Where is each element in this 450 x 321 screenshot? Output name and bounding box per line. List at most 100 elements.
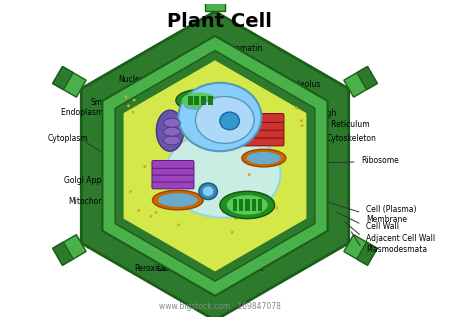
Text: Rough
Endoplasmic Reticulum: Rough Endoplasmic Reticulum: [279, 109, 369, 129]
Ellipse shape: [137, 209, 140, 212]
Bar: [245, 199, 250, 211]
FancyBboxPatch shape: [152, 167, 194, 175]
Polygon shape: [205, 320, 225, 321]
Ellipse shape: [227, 195, 268, 215]
Ellipse shape: [158, 162, 161, 165]
Bar: [233, 199, 237, 211]
Ellipse shape: [154, 211, 158, 214]
Polygon shape: [53, 66, 86, 97]
Text: Cytoskeleton: Cytoskeleton: [326, 134, 376, 143]
Polygon shape: [53, 242, 73, 265]
FancyBboxPatch shape: [230, 114, 284, 122]
Bar: [208, 96, 213, 105]
Ellipse shape: [165, 130, 280, 218]
Ellipse shape: [295, 107, 298, 109]
Text: Chloroplast: Chloroplast: [220, 264, 264, 273]
Ellipse shape: [205, 123, 208, 126]
Polygon shape: [357, 66, 377, 90]
Ellipse shape: [179, 161, 181, 164]
Ellipse shape: [169, 141, 171, 143]
Ellipse shape: [164, 136, 180, 145]
Polygon shape: [103, 36, 328, 296]
Text: Nucleolus: Nucleolus: [240, 80, 321, 114]
Polygon shape: [357, 242, 377, 265]
Text: Plant Cell: Plant Cell: [167, 13, 272, 31]
Bar: [239, 199, 243, 211]
Ellipse shape: [176, 90, 223, 111]
Ellipse shape: [247, 152, 281, 164]
Bar: [258, 199, 262, 211]
Text: Central Vacuole: Central Vacuole: [158, 264, 218, 273]
FancyBboxPatch shape: [152, 181, 194, 189]
Bar: [188, 96, 193, 105]
Ellipse shape: [234, 217, 237, 220]
Text: Nucleus: Nucleus: [118, 75, 188, 101]
Ellipse shape: [242, 149, 286, 167]
Ellipse shape: [184, 100, 211, 110]
Ellipse shape: [222, 211, 225, 213]
Ellipse shape: [158, 193, 198, 207]
Polygon shape: [124, 60, 306, 272]
Text: Cell Wall: Cell Wall: [366, 222, 400, 231]
Ellipse shape: [153, 190, 203, 210]
Ellipse shape: [190, 98, 193, 101]
Ellipse shape: [203, 187, 213, 196]
Text: Plasmodesmata: Plasmodesmata: [366, 246, 427, 255]
Ellipse shape: [164, 127, 180, 136]
Text: Peroxisome: Peroxisome: [135, 264, 178, 273]
FancyBboxPatch shape: [230, 137, 284, 146]
FancyBboxPatch shape: [152, 174, 194, 182]
Polygon shape: [115, 51, 315, 281]
Bar: [194, 96, 199, 105]
Text: Chromatin: Chromatin: [222, 45, 262, 79]
Text: Cell (Plasma)
Membrane: Cell (Plasma) Membrane: [366, 205, 417, 224]
Ellipse shape: [175, 184, 178, 187]
Ellipse shape: [177, 161, 180, 164]
FancyBboxPatch shape: [230, 129, 284, 138]
Bar: [201, 96, 206, 105]
Text: www.bigstock.com · 169847078: www.bigstock.com · 169847078: [159, 302, 281, 311]
Ellipse shape: [164, 118, 180, 127]
Ellipse shape: [131, 111, 135, 114]
Polygon shape: [53, 235, 86, 265]
Bar: [252, 199, 256, 211]
Polygon shape: [81, 12, 349, 320]
Polygon shape: [344, 235, 377, 265]
Ellipse shape: [180, 99, 215, 112]
Ellipse shape: [129, 190, 132, 193]
Ellipse shape: [144, 165, 146, 168]
Ellipse shape: [256, 150, 260, 153]
Polygon shape: [344, 66, 377, 97]
Ellipse shape: [231, 231, 234, 234]
Ellipse shape: [177, 223, 180, 226]
Ellipse shape: [182, 92, 217, 108]
FancyBboxPatch shape: [152, 160, 194, 168]
Ellipse shape: [275, 207, 278, 210]
Ellipse shape: [150, 215, 153, 218]
Text: Cytoplasm: Cytoplasm: [48, 134, 89, 143]
Ellipse shape: [156, 110, 184, 151]
Ellipse shape: [133, 99, 136, 101]
Polygon shape: [53, 66, 73, 90]
Ellipse shape: [195, 97, 254, 143]
Polygon shape: [205, 0, 225, 12]
Text: Adjacent Cell Wall: Adjacent Cell Wall: [366, 234, 436, 243]
Ellipse shape: [127, 104, 130, 107]
Text: Mitochondria: Mitochondria: [68, 196, 119, 205]
Ellipse shape: [300, 119, 303, 122]
Ellipse shape: [232, 103, 234, 106]
Ellipse shape: [301, 124, 304, 127]
Text: Golgi Apparatus: Golgi Apparatus: [63, 176, 126, 185]
Ellipse shape: [232, 134, 235, 137]
Ellipse shape: [234, 213, 236, 216]
FancyBboxPatch shape: [230, 121, 284, 130]
Ellipse shape: [199, 183, 217, 200]
Ellipse shape: [125, 96, 127, 99]
Ellipse shape: [248, 173, 251, 176]
Ellipse shape: [201, 195, 204, 198]
Ellipse shape: [178, 83, 261, 151]
Text: Ribosome: Ribosome: [361, 157, 399, 166]
Text: Smooth
Endoplasmic Reticulum: Smooth Endoplasmic Reticulum: [61, 98, 150, 117]
Ellipse shape: [220, 191, 274, 219]
Ellipse shape: [220, 112, 239, 130]
